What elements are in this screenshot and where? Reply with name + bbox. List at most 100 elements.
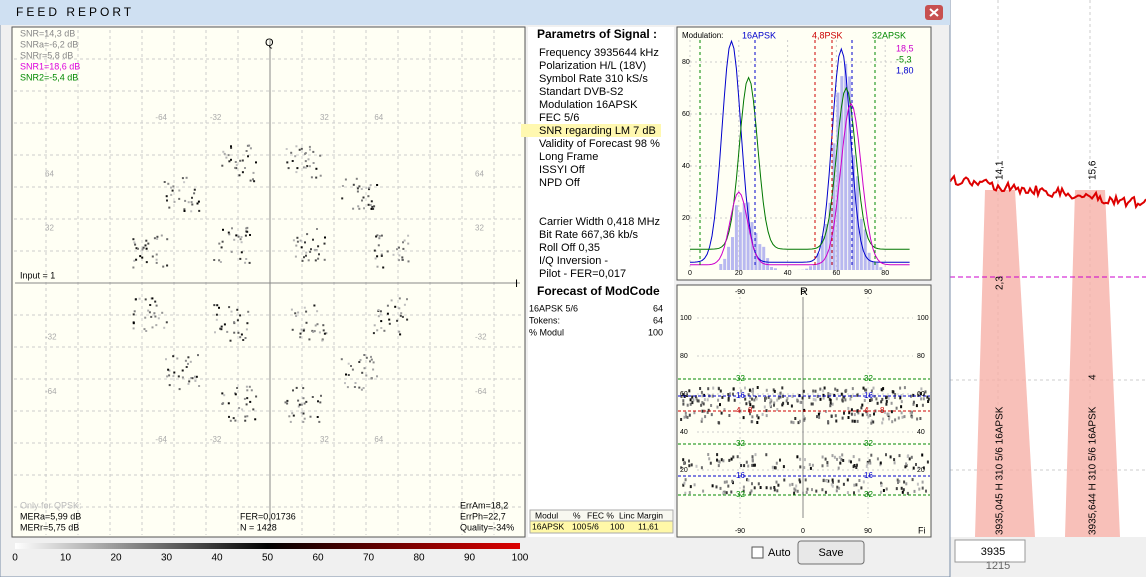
param-line: ISSYI Off <box>539 164 586 176</box>
point <box>145 240 147 242</box>
point <box>408 260 410 262</box>
stat-label: N = 1428 <box>240 522 277 532</box>
polar-point <box>701 418 703 421</box>
point <box>396 248 398 250</box>
polar-point <box>716 459 718 462</box>
y-tick-label: 60 <box>682 111 690 118</box>
point <box>381 235 383 237</box>
polar-point <box>886 400 888 403</box>
polar-point <box>925 390 927 393</box>
point <box>400 312 402 314</box>
snr-label: SNR=14,3 dB <box>20 28 75 38</box>
point <box>317 400 319 402</box>
point <box>305 167 307 169</box>
point <box>244 420 246 422</box>
point <box>133 321 135 323</box>
point <box>234 420 236 422</box>
mod-label: 32APSK <box>872 30 906 40</box>
polar-point <box>873 413 875 416</box>
colorbar-tick: 70 <box>363 553 375 564</box>
polar-point <box>839 462 841 465</box>
polar-point <box>869 459 871 462</box>
point <box>230 159 232 161</box>
point <box>324 333 326 335</box>
point <box>233 239 235 241</box>
snr-label: SNRa=-6,2 dB <box>20 39 78 49</box>
ring-label: 4 <box>736 406 741 415</box>
point <box>231 227 233 229</box>
polar-point <box>685 412 687 415</box>
grid-label: -32 <box>210 435 222 444</box>
point <box>357 187 359 189</box>
polar-point <box>899 454 901 457</box>
polar-point <box>699 387 701 390</box>
point <box>286 148 288 150</box>
polar-point <box>816 415 818 418</box>
polar-point <box>823 397 825 400</box>
polar-point <box>682 399 684 402</box>
point <box>298 406 300 408</box>
point <box>252 408 254 410</box>
table-cell: 11,61 <box>638 521 659 531</box>
point <box>380 314 382 316</box>
point <box>406 319 408 321</box>
grid-label: 32 <box>320 435 329 444</box>
level-label: 2,3 <box>995 276 1006 290</box>
point <box>168 374 170 376</box>
point <box>139 298 141 300</box>
polar-point <box>855 483 857 486</box>
point <box>358 387 360 389</box>
polar-point <box>704 398 706 401</box>
point <box>400 315 402 317</box>
point <box>245 227 247 229</box>
point <box>305 311 307 313</box>
point <box>407 235 409 237</box>
colorbar-tick: 100 <box>512 553 529 564</box>
polar-point <box>825 491 827 494</box>
polar-point <box>858 479 860 482</box>
polar-point <box>791 405 793 408</box>
point <box>309 149 311 151</box>
polar-point <box>743 464 745 467</box>
point <box>132 238 134 240</box>
grid-label: -64 <box>155 113 167 122</box>
point <box>297 241 299 243</box>
grid-label: -32 <box>45 333 57 342</box>
polar-point <box>722 459 724 462</box>
point <box>188 380 190 382</box>
hist-bar <box>770 267 773 270</box>
polar-point <box>900 405 902 408</box>
point <box>166 265 168 267</box>
point <box>255 396 257 398</box>
polar-point <box>916 418 918 421</box>
point <box>304 403 306 405</box>
point <box>286 403 288 405</box>
point <box>407 243 409 245</box>
polar-point <box>712 484 714 487</box>
point <box>320 395 322 397</box>
point <box>244 398 246 400</box>
y-tick-label: 60 <box>917 391 925 398</box>
polar-point <box>691 401 693 404</box>
table-header-cell: Linc Margin <box>619 510 663 520</box>
auto-checkbox[interactable] <box>752 547 763 558</box>
title-bar <box>0 0 950 25</box>
polar-point <box>831 415 833 418</box>
point <box>378 309 380 311</box>
point <box>391 299 393 301</box>
polar-point <box>905 462 907 465</box>
point <box>299 404 301 406</box>
point <box>186 177 188 179</box>
point <box>239 336 241 338</box>
point <box>249 262 251 264</box>
point <box>228 416 230 418</box>
point <box>341 197 343 199</box>
polar-point <box>799 465 801 468</box>
point <box>313 162 315 164</box>
grid-label: 64 <box>45 169 54 178</box>
point <box>230 420 232 422</box>
point <box>319 331 321 333</box>
hist-bar <box>727 247 730 270</box>
auto-label[interactable]: Auto <box>768 547 791 559</box>
polar-point <box>803 390 805 393</box>
